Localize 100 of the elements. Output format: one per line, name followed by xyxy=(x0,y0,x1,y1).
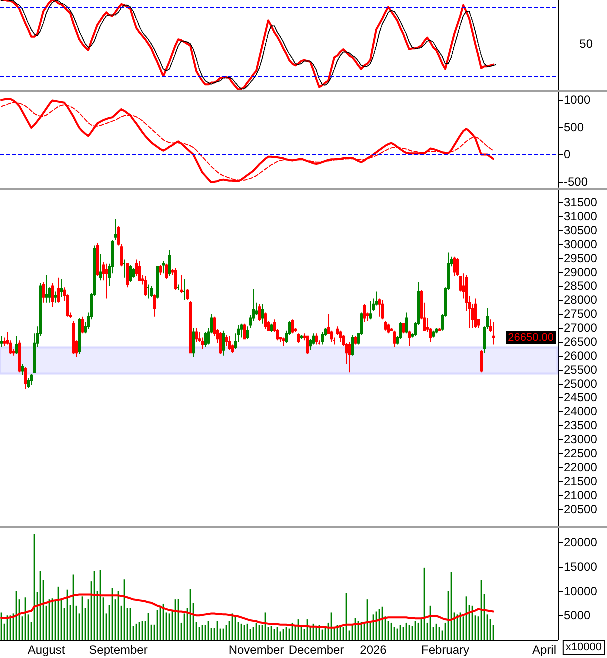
candlestick xyxy=(30,374,33,386)
candlestick xyxy=(126,263,129,288)
y-tick-label: 24000 xyxy=(564,404,598,419)
candlestick xyxy=(393,330,396,348)
candlestick xyxy=(258,304,261,322)
candlestick xyxy=(186,288,189,301)
text: 50 xyxy=(580,36,594,51)
x-tick-label: September xyxy=(89,643,148,657)
y-tick-label: 26500 xyxy=(564,334,598,349)
candlestick xyxy=(42,282,45,304)
candlestick xyxy=(132,268,135,278)
y-tick-label: 23000 xyxy=(564,432,598,447)
candlestick xyxy=(54,291,57,304)
y-tick-label: 29500 xyxy=(564,251,598,266)
candlestick xyxy=(177,284,180,291)
candlestick xyxy=(408,330,411,347)
candlestick xyxy=(348,341,351,374)
candlestick xyxy=(159,264,162,276)
candlestick xyxy=(438,328,441,332)
y-tick-label: 1000 xyxy=(564,93,592,108)
y-tick-label: 0 xyxy=(564,148,571,162)
y-tick-label: 30500 xyxy=(564,223,598,238)
candlestick xyxy=(147,284,150,300)
candlestick xyxy=(57,277,60,304)
y-tick-label: 500 xyxy=(564,120,584,134)
candlestick xyxy=(474,298,477,329)
candlestick xyxy=(261,304,264,324)
x-tick-label: 2026 xyxy=(360,643,388,657)
candlestick xyxy=(195,328,198,342)
y-tick-label: 29000 xyxy=(564,265,598,280)
candlestick xyxy=(243,323,246,340)
candlestick xyxy=(105,263,108,300)
candlestick xyxy=(153,294,156,318)
candlestick xyxy=(51,282,54,308)
candlestick xyxy=(321,332,324,346)
candlestick xyxy=(18,340,21,374)
candlestick xyxy=(78,318,81,356)
line-series xyxy=(0,594,494,629)
candlestick xyxy=(114,218,117,241)
candlestick xyxy=(315,333,318,346)
y-tick-label: 31000 xyxy=(564,209,598,224)
candlestick xyxy=(45,274,48,304)
candlestick xyxy=(180,274,183,294)
y-tick-label: 27500 xyxy=(564,307,598,322)
candlestick xyxy=(129,264,132,283)
candlestick xyxy=(21,364,24,376)
candlestick xyxy=(354,336,357,346)
y-tick-label: -500 xyxy=(564,175,588,189)
y-tick-label: 26000 xyxy=(564,348,598,363)
candlestick xyxy=(24,366,27,390)
candlestick xyxy=(150,286,153,298)
y-tick-label: 21500 xyxy=(564,474,598,488)
candlestick xyxy=(204,332,207,348)
candlestick xyxy=(351,334,354,356)
candlestick xyxy=(291,319,294,334)
y-tick-label: 25000 xyxy=(564,376,598,391)
candlestick xyxy=(363,304,366,323)
candlestick xyxy=(369,301,372,320)
y-tick-label: 10000 xyxy=(564,584,598,598)
candlestick xyxy=(0,336,3,348)
candlestick xyxy=(405,312,408,334)
y-tick-label: 15000 xyxy=(564,560,598,574)
candlestick xyxy=(453,256,456,277)
candlestick xyxy=(123,259,126,278)
candlestick xyxy=(156,266,159,300)
candlestick xyxy=(96,242,99,277)
y-tick-label: 20000 xyxy=(564,536,598,550)
candlestick xyxy=(480,350,483,374)
candlestick xyxy=(435,328,438,334)
candlestick xyxy=(339,330,342,342)
y-tick-label: 5000 xyxy=(564,608,592,623)
candlestick xyxy=(135,259,138,277)
candlestick xyxy=(168,249,171,277)
text: x10000 xyxy=(566,642,602,654)
candlestick xyxy=(72,320,75,356)
candlestick xyxy=(165,263,168,280)
candlestick xyxy=(81,316,84,334)
y-tick-label: 31500 xyxy=(564,196,598,210)
candlestick xyxy=(27,378,30,388)
candlestick xyxy=(381,300,384,320)
candlestick xyxy=(432,330,435,338)
candlestick xyxy=(219,332,222,356)
candlestick xyxy=(492,322,495,346)
y-tick-label: 20500 xyxy=(564,502,598,516)
candlestick xyxy=(264,312,267,330)
y-tick-label: 28000 xyxy=(564,293,598,308)
candlestick xyxy=(282,337,285,347)
candlestick xyxy=(306,336,309,356)
x-tick-label: December xyxy=(288,643,344,657)
candlestick xyxy=(387,323,390,334)
candlestick xyxy=(15,336,18,356)
candlestick xyxy=(162,260,165,274)
candlestick xyxy=(270,323,273,333)
candlestick xyxy=(378,298,381,318)
candlestick xyxy=(60,278,63,298)
candlestick xyxy=(99,254,102,282)
candlestick xyxy=(228,336,231,351)
y-tick-label: 24500 xyxy=(564,390,598,405)
x-tick-label: August xyxy=(28,643,66,657)
candlestick xyxy=(222,330,225,356)
